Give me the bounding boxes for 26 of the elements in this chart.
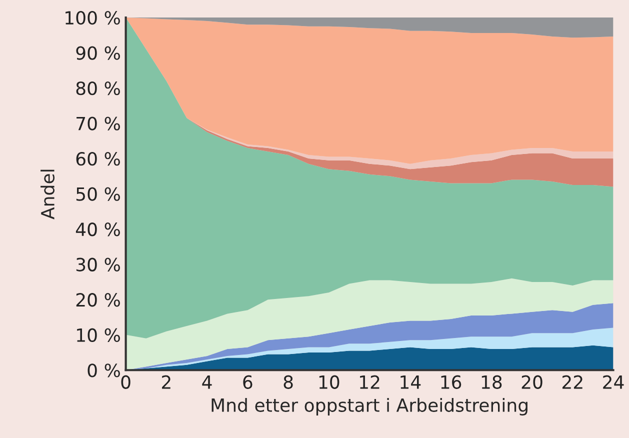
x-tick-label: 16 (441, 375, 462, 389)
y-tick-label: 30 % (76, 258, 120, 272)
y-tick-label: 0 % (88, 364, 120, 378)
y-tick-label: 90 % (76, 46, 120, 60)
x-tick-label: 12 (360, 375, 380, 389)
x-tick-label: 8 (284, 375, 293, 389)
x-tick-label: 24 (603, 375, 624, 389)
x-tick-label: 2 (162, 375, 170, 389)
y-axis-title: Andel (40, 170, 55, 220)
x-axis-title: Mnd etter oppstart i Arbeidstrening (212, 398, 528, 416)
y-tick-label: 10 % (77, 328, 120, 342)
y-tick-label: 80 % (76, 81, 120, 96)
y-tick-label: 40 % (76, 222, 120, 236)
x-tick-label: 10 (319, 375, 340, 389)
x-tick-label: 6 (243, 375, 252, 389)
y-tick-label: 20 % (76, 293, 120, 307)
y-tick-label: 50 % (76, 187, 120, 201)
x-tick-label: 4 (202, 376, 212, 389)
y-tick-label: 60 % (76, 152, 120, 166)
x-tick-label: 14 (400, 376, 421, 389)
x-tick-label: 20 (522, 375, 542, 389)
x-tick-label: 0 (121, 375, 130, 389)
y-tick-label: 70 % (76, 116, 120, 130)
x-tick-label: 18 (482, 375, 502, 389)
x-tick-label: 22 (562, 375, 582, 389)
y-tick-label: 100 % (66, 10, 120, 25)
